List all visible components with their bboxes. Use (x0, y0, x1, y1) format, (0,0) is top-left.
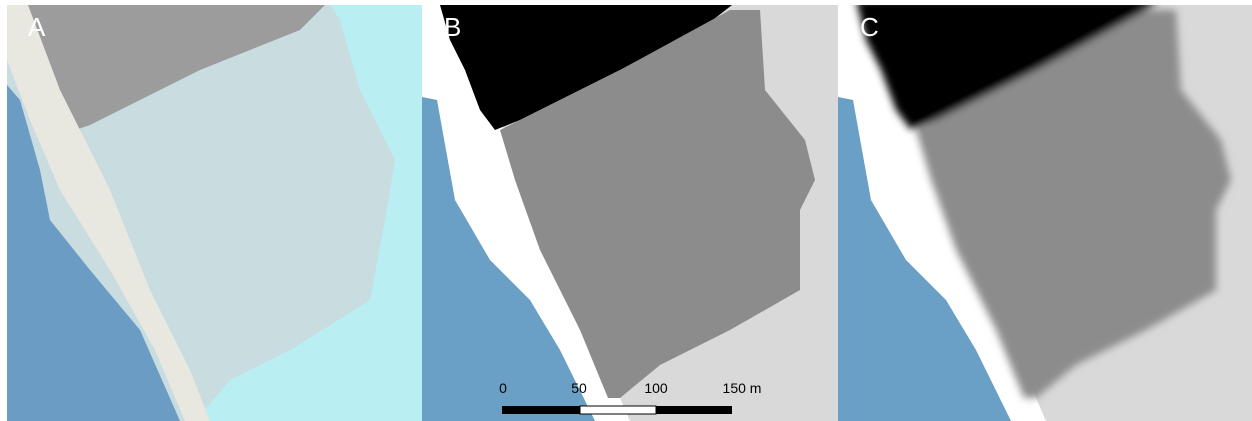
scale-label: 100 (644, 380, 668, 396)
panel-c: C (838, 0, 1252, 421)
panel-a: A (7, 5, 422, 421)
scale-segment (580, 406, 656, 414)
scale-segment (656, 406, 732, 414)
scale-label: 0 (499, 380, 507, 396)
panel-b: B (422, 5, 838, 421)
scale-label: 50 (571, 380, 587, 396)
figure: A B C 0 50 100 150 m (0, 0, 1252, 421)
scale-segment (502, 406, 580, 414)
panel-label: A (28, 12, 46, 42)
scale-label: 150 m (723, 380, 762, 396)
panel-label: B (444, 12, 461, 42)
panel-label: C (860, 12, 879, 42)
